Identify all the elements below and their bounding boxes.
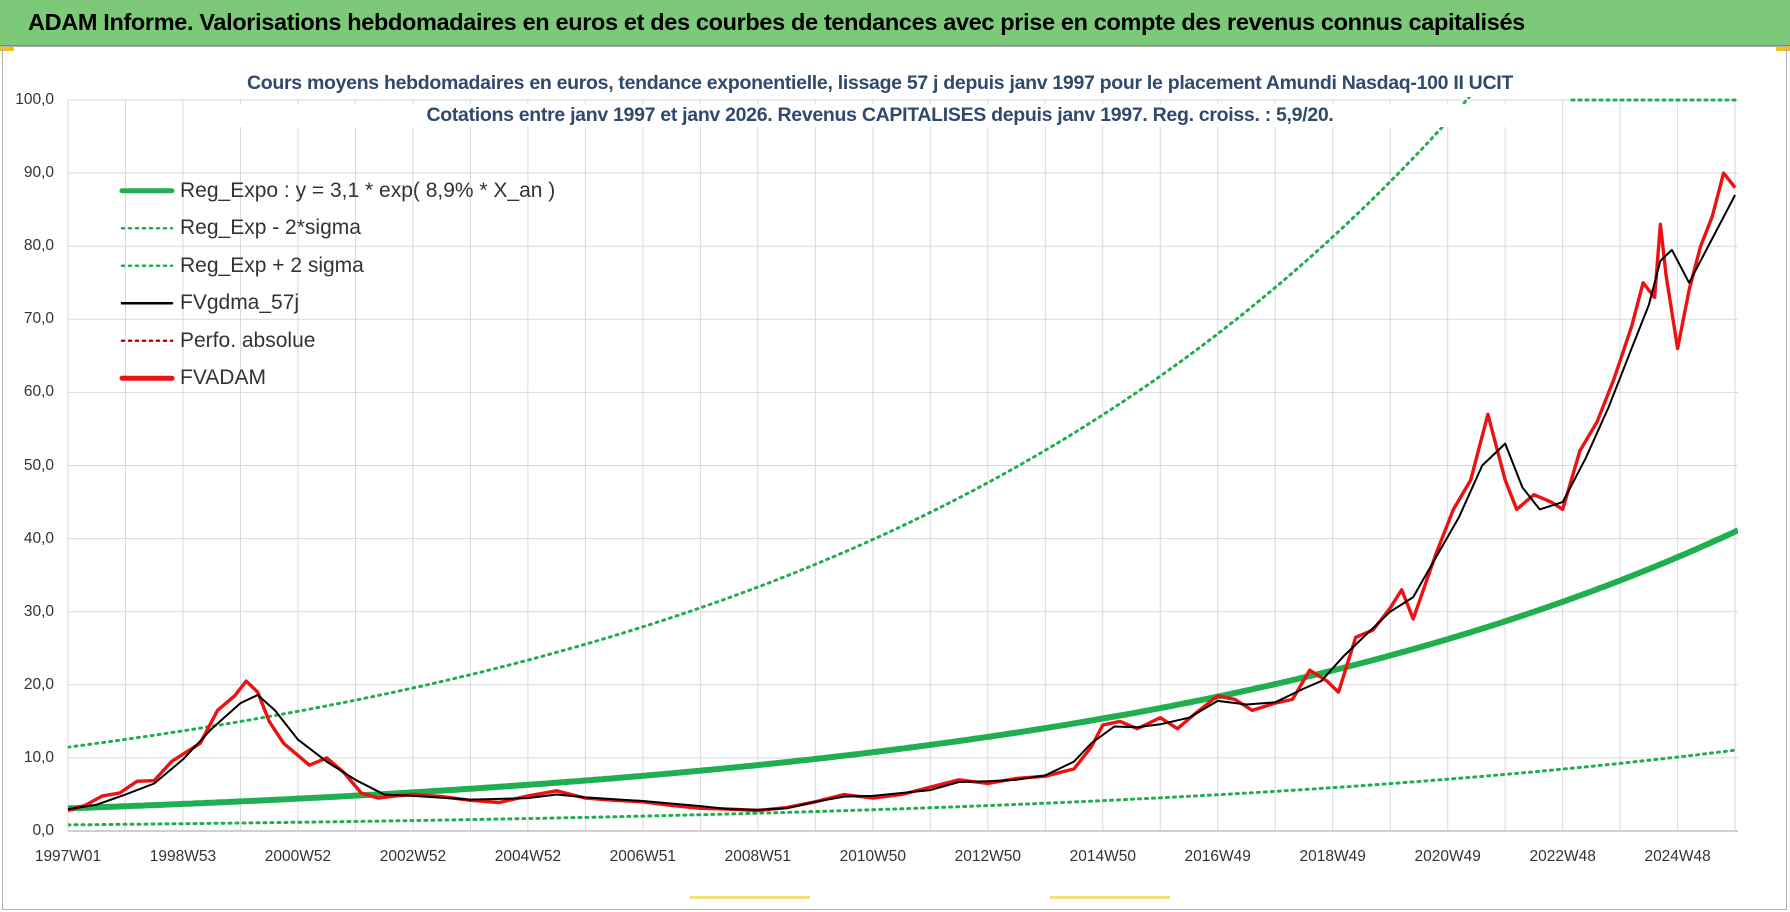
x-tick-label: 2020W49 [1414, 848, 1481, 865]
x-tick-label: 2008W51 [724, 848, 792, 865]
scrollbar-mark [1050, 896, 1170, 899]
y-tick-label: 80,0 [23, 237, 54, 255]
y-tick-label: 40,0 [23, 529, 54, 547]
y-tick-label: 30,0 [23, 602, 54, 620]
chart-title-line2: Cotations entre janv 1997 et janv 2026. … [220, 104, 1540, 127]
report-title: ADAM Informe. Valorisations hebdomadaire… [28, 9, 1525, 35]
legend-label: Reg_Expo : y = 3,1 * exp( 8,9% * X_an ) [180, 178, 556, 202]
reg-exp-lower-line [68, 748, 1738, 827]
legend-item-perfo: Perfo. absolue [122, 322, 555, 360]
y-tick-label: 100,0 [15, 91, 54, 108]
legend-label: Perfo. absolue [180, 328, 316, 352]
y-tick-label: 20,0 [23, 675, 54, 693]
legend-item-reg-lower: Reg_Exp - 2*sigma [122, 210, 555, 248]
y-tick-label: 50,0 [23, 456, 54, 474]
x-tick-label: 2010W50 [839, 848, 906, 865]
x-tick-label: 2022W48 [1529, 848, 1596, 865]
x-tick-label: 2024W48 [1644, 848, 1711, 865]
x-tick-label: 1997W01 [34, 848, 102, 865]
x-tick-label: 2014W50 [1069, 848, 1136, 865]
legend-swatches [119, 98, 1740, 381]
x-tick-label: 2018W49 [1299, 848, 1366, 865]
y-tick-label: 10,0 [23, 748, 54, 766]
chart-title-line1: Cours moyens hebdomadaires en euros, ten… [220, 72, 1540, 95]
y-tick-label: 0,0 [32, 822, 54, 839]
corner-mark [0, 46, 14, 51]
corner-mark [1776, 46, 1790, 51]
legend-label: Reg_Exp - 2*sigma [180, 216, 361, 240]
x-tick-label: 2016W49 [1184, 848, 1251, 865]
x-tick-label: 2004W52 [494, 848, 562, 865]
legend-label: Reg_Exp + 2 sigma [180, 253, 364, 277]
fvgdma-line [67, 194, 1736, 811]
y-tick-label: 70,0 [23, 310, 54, 328]
x-tick-label: 1998W53 [149, 848, 217, 865]
x-tick-label: 2006W51 [609, 848, 677, 865]
legend-item-reg-expo: Reg_Expo : y = 3,1 * exp( 8,9% * X_an ) [122, 172, 555, 210]
x-tick-label: 2002W52 [379, 848, 447, 865]
legend-label: FVADAM [180, 366, 266, 390]
chart-frame [2, 46, 1787, 910]
y-tick-label: 60,0 [23, 383, 54, 401]
report-banner: ADAM Informe. Valorisations hebdomadaire… [0, 0, 1790, 46]
chart-legend: Reg_Expo : y = 3,1 * exp( 8,9% * X_an ) … [122, 172, 555, 397]
x-tick-label: 2000W52 [264, 848, 332, 865]
y-tick-label: 90,0 [23, 164, 54, 182]
legend-item-fvgdma: FVgdma_57j [122, 285, 555, 323]
legend-item-reg-upper: Reg_Exp + 2 sigma [122, 247, 555, 285]
legend-label: FVgdma_57j [180, 291, 300, 315]
x-tick-label: 2012W50 [954, 848, 1021, 865]
scrollbar-mark [690, 896, 810, 899]
reg-expo-line [68, 527, 1738, 812]
legend-item-fvadam: FVADAM [122, 360, 555, 398]
grid-layer [67, 99, 1738, 832]
series-layer [67, 97, 1738, 827]
